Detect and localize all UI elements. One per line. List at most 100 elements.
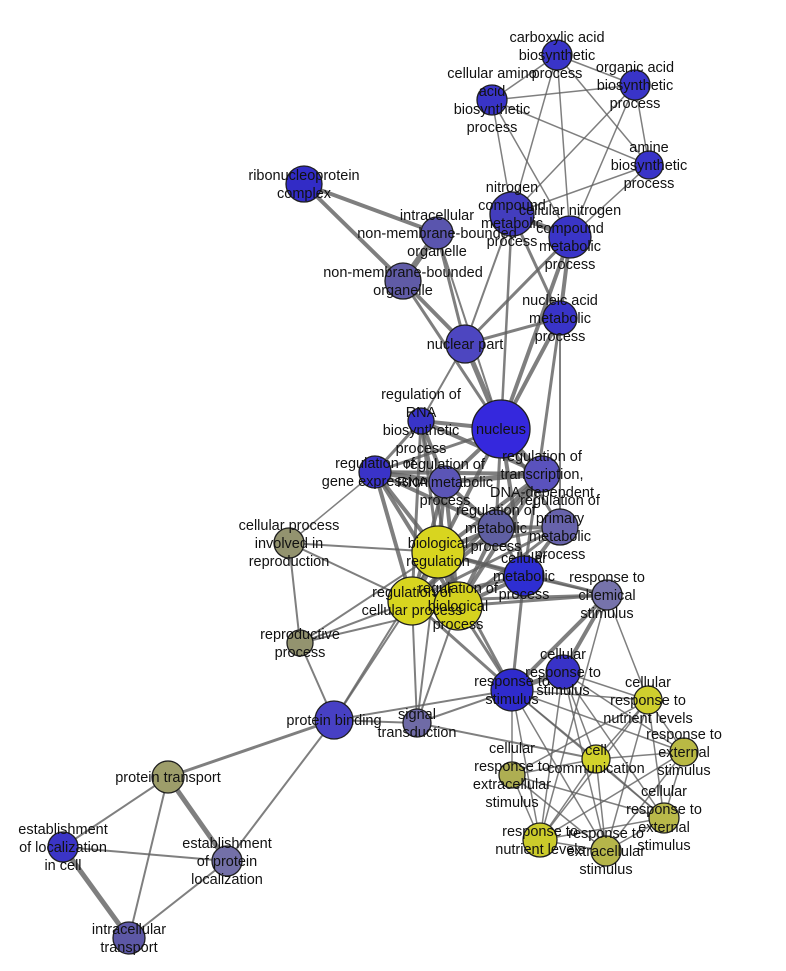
node-cellRespStim[interactable] xyxy=(545,654,581,690)
node-cellMet[interactable] xyxy=(503,555,545,597)
node-cellProcRepro[interactable] xyxy=(273,527,305,559)
node-caBio[interactable] xyxy=(541,39,573,71)
node-caaBio[interactable] xyxy=(476,84,508,116)
edge-regBioProc-respChem xyxy=(456,593,609,608)
node-protTrans[interactable] xyxy=(151,760,185,794)
node-label-cellRespExtracell: cellular response to extracellular stimulus xyxy=(473,741,551,811)
edge-reproProc-bioReg xyxy=(299,551,439,644)
edge-estLocCell-intraTrans xyxy=(60,844,132,941)
node-amineBio[interactable] xyxy=(634,150,664,180)
node-respChem[interactable] xyxy=(591,579,623,611)
node-regRnaMet[interactable] xyxy=(428,465,462,499)
node-estProtLoc[interactable] xyxy=(211,845,243,877)
node-label-cellRespExt: cellular response to external stimulus xyxy=(626,784,702,854)
edge-caaBio-amineBio xyxy=(491,99,650,166)
edge-respStim-respNutr xyxy=(511,689,541,841)
node-label-nucPart: nuclear part xyxy=(427,337,504,353)
edge-cellRespNutr-cellRespExt xyxy=(647,699,665,819)
node-label-rnp: ribonucleoprotein complex xyxy=(248,168,359,202)
node-rnp[interactable] xyxy=(285,165,323,203)
node-label-regGeneExp: regulation of gene expression xyxy=(322,456,428,490)
node-cellRespExtracell[interactable] xyxy=(498,761,526,789)
edge-caBio-ncMet xyxy=(511,54,558,215)
edge-cellRespExt-respNutr xyxy=(539,817,665,841)
edge-caaBio-cncMet xyxy=(491,99,571,238)
node-label-oaBio: organic acid biosynthetic process xyxy=(596,60,674,112)
node-label-caBio: carboxylic acid biosynthetic process xyxy=(509,30,604,82)
node-sigTrans[interactable] xyxy=(402,708,432,738)
node-nucPart[interactable] xyxy=(445,324,485,364)
node-naMet[interactable] xyxy=(542,300,578,336)
node-respStim[interactable] xyxy=(490,668,534,712)
node-respExt[interactable] xyxy=(669,737,699,767)
edge-ncMet-nucPart xyxy=(464,213,513,345)
node-label-reproProc: reproductive process xyxy=(260,627,340,661)
node-regRnaBio[interactable] xyxy=(407,407,435,435)
node-regMet[interactable] xyxy=(477,509,515,547)
node-regBioProc[interactable] xyxy=(433,581,483,631)
edge-cellProcRepro-regGeneExp xyxy=(288,471,376,544)
node-label-estLocCell: establishment of localization in cell xyxy=(18,822,107,874)
edge-cellRespStim-respExt xyxy=(562,671,685,753)
node-nmbo[interactable] xyxy=(384,262,422,300)
node-label-cellRespNutr: cellular response to nutrient levels xyxy=(603,675,692,727)
node-label-regTxn: regulation of transcription, DNA-dependent xyxy=(490,449,594,501)
edge-cncMet-nucleus xyxy=(499,235,572,431)
node-oaBio[interactable] xyxy=(619,69,651,101)
node-inmbo[interactable] xyxy=(420,216,454,250)
edge-respStim-respExt xyxy=(511,689,685,753)
node-respExtracell[interactable] xyxy=(590,835,622,867)
node-cellComm[interactable] xyxy=(581,744,611,774)
edge-respStim-cellRespNutr xyxy=(511,689,649,701)
edge-cellRespNutr-respExtracell xyxy=(605,699,649,852)
edge-cellRespExtracell-cellRespExt xyxy=(511,774,665,819)
node-label-protBind: protein binding xyxy=(286,713,381,729)
node-respNutr[interactable] xyxy=(522,822,558,858)
node-reproProc[interactable] xyxy=(286,629,314,657)
node-label-intraTrans: intracellular transport xyxy=(92,922,166,956)
edge-regRnaBio-regCellProc xyxy=(410,419,423,603)
edge-caBio-cncMet xyxy=(556,54,571,238)
node-label-regMet: regulation of metabolic process xyxy=(456,503,537,555)
node-cellRespNutr[interactable] xyxy=(633,685,663,715)
edge-protBind-protTrans xyxy=(166,718,336,779)
edge-respExt-cellComm xyxy=(595,751,685,760)
node-bioReg[interactable] xyxy=(411,525,465,579)
node-label-caaBio: cellular amino acid biosynthetic process xyxy=(447,66,536,136)
node-label-nmbo: non-membrane-bounded organelle xyxy=(323,265,483,299)
edge-protBind-estProtLoc xyxy=(226,719,335,862)
node-label-regCellProc: regulation of cellular process xyxy=(362,585,463,619)
node-regGeneExp[interactable] xyxy=(358,455,392,489)
node-cncMet[interactable] xyxy=(548,215,592,259)
node-label-regRnaBio: regulation of RNA biosynthetic process xyxy=(381,387,462,457)
edge-estProtLoc-intraTrans xyxy=(128,860,228,939)
node-regPriMet[interactable] xyxy=(541,508,579,546)
edge-estLocCell-estProtLoc xyxy=(62,846,228,862)
node-protBind[interactable] xyxy=(314,700,354,740)
edge-rnp-inmbo xyxy=(302,182,439,235)
edge-oaBio-cncMet xyxy=(569,84,636,238)
node-regTxn[interactable] xyxy=(523,455,561,493)
node-estLocCell[interactable] xyxy=(47,831,79,863)
node-intraTrans[interactable] xyxy=(112,921,146,955)
edge-cellProcRepro-reproProc xyxy=(288,542,301,644)
edge-cncMet-nucPart xyxy=(463,235,572,346)
node-label-regRnaMet: regulation of RNA metabolic process xyxy=(397,457,493,509)
edge-regGeneExp-regMet xyxy=(373,470,498,530)
edge-ncMet-nucleus xyxy=(499,212,514,431)
node-ncMet[interactable] xyxy=(489,191,535,237)
edge-cellRespStim-respNutr xyxy=(539,671,564,841)
edge-respChem-respStim xyxy=(510,593,609,692)
edge-protTrans-estProtLoc xyxy=(165,774,230,864)
edge-protTrans-estLocCell xyxy=(62,776,169,848)
edge-bioReg-sigTrans xyxy=(416,551,439,724)
node-label-respStim: response to stimulus xyxy=(474,674,550,708)
node-label-bioReg: biological regulation xyxy=(406,536,470,570)
node-label-cellProcRepro: cellular process involved in reproduction xyxy=(239,518,340,570)
edge-protBind-respStim xyxy=(333,689,513,721)
edge-respExt-respNutr xyxy=(539,751,685,841)
node-nucleus[interactable] xyxy=(471,399,531,459)
node-cellRespExt[interactable] xyxy=(648,802,680,834)
